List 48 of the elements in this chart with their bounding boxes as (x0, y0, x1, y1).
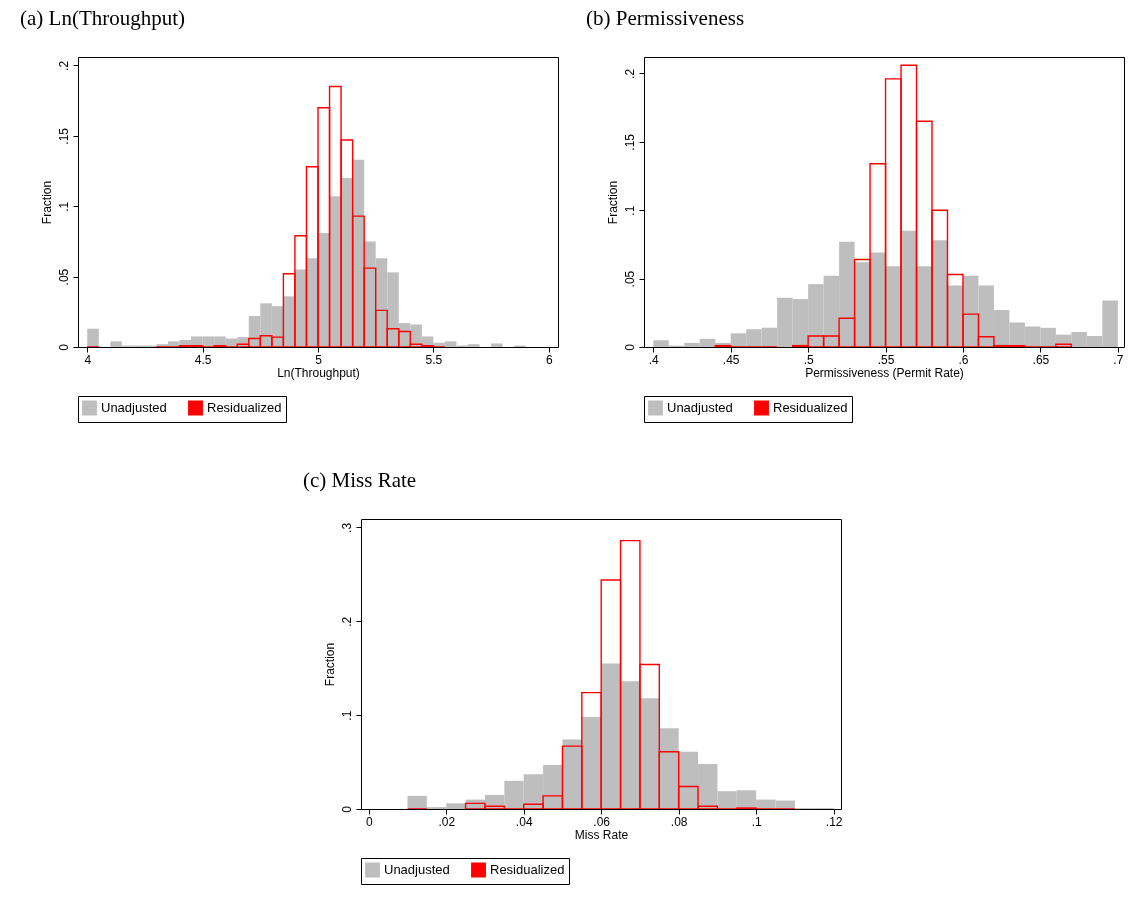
y-tick-label: 0 (56, 343, 71, 351)
y-tick-label: .2 (622, 68, 637, 79)
x-tick-label: 5 (315, 352, 323, 367)
y-tick-label: .1 (339, 710, 354, 721)
x-tick-label: .65 (1032, 352, 1050, 367)
x-tick-label: .7 (1113, 352, 1124, 367)
y-tick-label: 0 (622, 343, 637, 351)
x-tick-label: 5.5 (425, 352, 443, 367)
x-tick-label: .5 (803, 352, 814, 367)
y-tick-label: .05 (56, 268, 71, 286)
x-tick-label: 4.5 (194, 352, 212, 367)
y-tick-label: .3 (339, 522, 354, 533)
y-axis-title: Fraction (39, 180, 54, 225)
y-tick-label: .2 (56, 60, 71, 71)
x-axis-title: Ln(Throughput) (277, 365, 360, 380)
y-axis-title: Fraction (605, 180, 620, 225)
chart-title: (a) Ln(Throughput) (20, 6, 186, 30)
y-tick-label: .1 (56, 201, 71, 212)
y-tick-label: .15 (622, 133, 637, 151)
chart-title: (b) Permissiveness (586, 6, 745, 30)
legend-label: Unadjusted (384, 862, 450, 877)
x-tick-label: 4 (84, 352, 92, 367)
y-tick-label: .15 (56, 127, 71, 145)
x-tick-label: .6 (958, 352, 969, 367)
y-tick-label: .05 (622, 270, 637, 288)
y-tick-label: 0 (339, 805, 354, 813)
y-tick-label: .1 (622, 205, 637, 216)
y-tick-label: .2 (339, 616, 354, 627)
legend-label: Residualized (773, 400, 848, 415)
x-tick-label: .55 (877, 352, 895, 367)
x-tick-label: .04 (515, 814, 533, 829)
x-tick-label: 6 (545, 352, 553, 367)
legend-label: Residualized (207, 400, 282, 415)
legend-label: Unadjusted (101, 400, 167, 415)
y-axis-title: Fraction (322, 642, 337, 687)
x-tick-label: .45 (722, 352, 740, 367)
x-axis-title: Permissiveness (Permit Rate) (805, 365, 964, 380)
legend-label: Residualized (490, 862, 565, 877)
x-tick-label: .02 (438, 814, 456, 829)
x-tick-label: .1 (751, 814, 762, 829)
chart-title: (c) Miss Rate (303, 468, 417, 492)
x-tick-label: .4 (648, 352, 660, 367)
x-tick-label: 0 (365, 814, 373, 829)
x-axis-title: Miss Rate (574, 827, 629, 842)
x-tick-label: .06 (593, 814, 611, 829)
legend-label: Unadjusted (667, 400, 733, 415)
x-tick-label: .12 (825, 814, 843, 829)
x-tick-label: .08 (670, 814, 688, 829)
